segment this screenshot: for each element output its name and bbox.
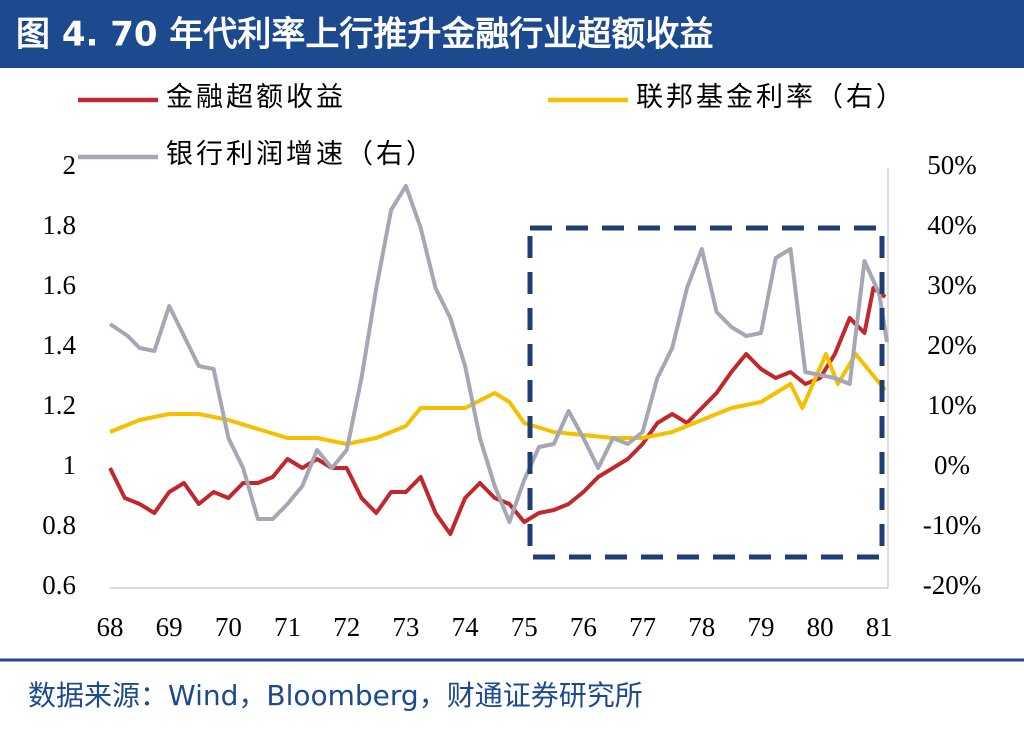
x-tick-label: 80 (807, 612, 834, 642)
chart-title: 图 4. 70 年代利率上行推升金融行业超额收益 (16, 15, 713, 55)
legend-label: 银行利润增速（右） (166, 139, 436, 169)
y2-tick-label: 40% (927, 210, 977, 240)
legend-label: 联邦基金利率（右） (636, 82, 906, 112)
y-tick-label: 2 (63, 150, 77, 180)
y-tick-label: 1.4 (42, 330, 76, 360)
x-tick-label: 69 (156, 612, 183, 642)
legend-label: 金融超额收益 (166, 82, 346, 112)
y-tick-label: 1.2 (42, 390, 76, 420)
y-tick-label: 0.8 (42, 510, 76, 540)
y2-tick-label: -20% (923, 570, 981, 600)
highlight-box (527, 225, 885, 560)
x-tick-label: 68 (97, 612, 124, 642)
title-banner (0, 0, 1024, 68)
series-line (108, 184, 889, 524)
y2-tick-label: -10% (923, 510, 981, 540)
x-tick-label: 71 (274, 612, 301, 642)
x-tick-label: 72 (333, 612, 360, 642)
x-tick-label: 74 (452, 612, 480, 642)
y2-tick-label: 20% (927, 330, 977, 360)
x-tick-label: 75 (511, 612, 538, 642)
y2-tick-label: 30% (927, 270, 977, 300)
y2-tick-label: 50% (927, 150, 977, 180)
x-tick-label: 81 (866, 612, 893, 642)
x-tick-label: 79 (747, 612, 774, 642)
y-tick-label: 1 (63, 450, 77, 480)
x-tick-label: 77 (629, 612, 656, 642)
plot (108, 184, 889, 536)
y2-tick-label: 0% (934, 450, 970, 480)
y-tick-label: 0.6 (42, 570, 76, 600)
y2-tick-label: 10% (927, 390, 977, 420)
source-note: 数据来源：Wind，Bloomberg，财通证券研究所 (28, 679, 643, 712)
y-tick-label: 1.6 (42, 270, 76, 300)
x-tick-label: 70 (215, 612, 242, 642)
series-line (109, 352, 887, 446)
x-tick-label: 76 (570, 612, 597, 642)
y-tick-label: 1.8 (42, 210, 76, 240)
x-tick-label: 78 (688, 612, 715, 642)
x-tick-label: 73 (392, 612, 419, 642)
